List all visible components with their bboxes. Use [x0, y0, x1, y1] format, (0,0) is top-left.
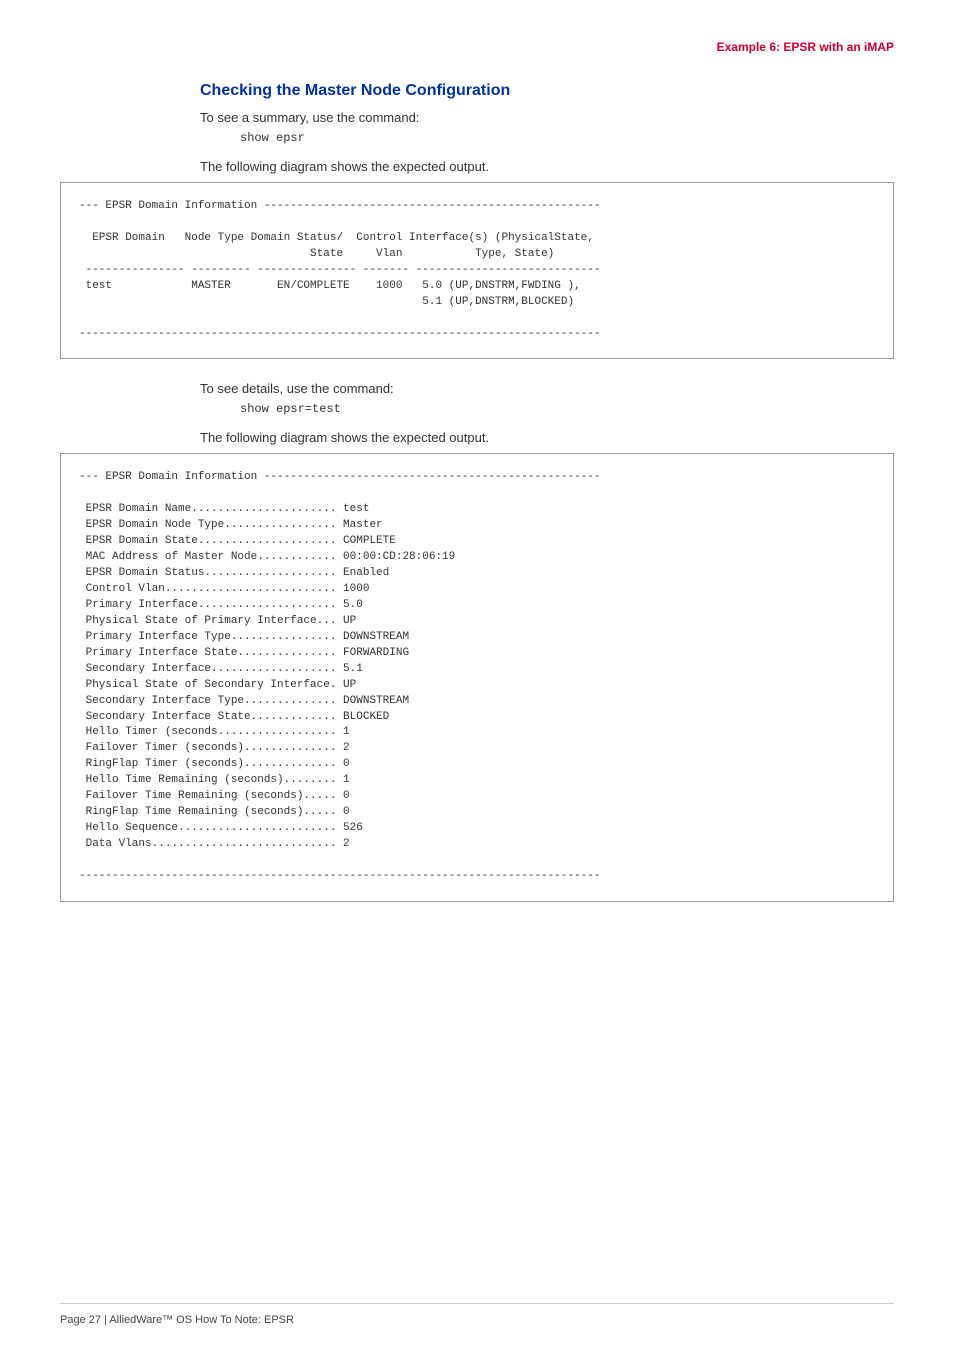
output-box-2: --- EPSR Domain Information ------------…: [60, 453, 894, 901]
footer-divider: [60, 1303, 894, 1304]
command-1: show epsr: [240, 131, 894, 145]
page-header-right: Example 6: EPSR with an iMAP: [60, 40, 894, 54]
diagram-intro-2: The following diagram shows the expected…: [200, 430, 894, 445]
intro-text-1: To see a summary, use the command:: [200, 110, 894, 125]
output-box-1: --- EPSR Domain Information ------------…: [60, 182, 894, 359]
command-2: show epsr=test: [240, 402, 894, 416]
section-title: Checking the Master Node Configuration: [200, 82, 894, 100]
page-footer: Page 27 | AlliedWare™ OS How To Note: EP…: [60, 1314, 294, 1326]
diagram-intro-1: The following diagram shows the expected…: [200, 159, 894, 174]
intro-text-2: To see details, use the command:: [200, 381, 894, 396]
